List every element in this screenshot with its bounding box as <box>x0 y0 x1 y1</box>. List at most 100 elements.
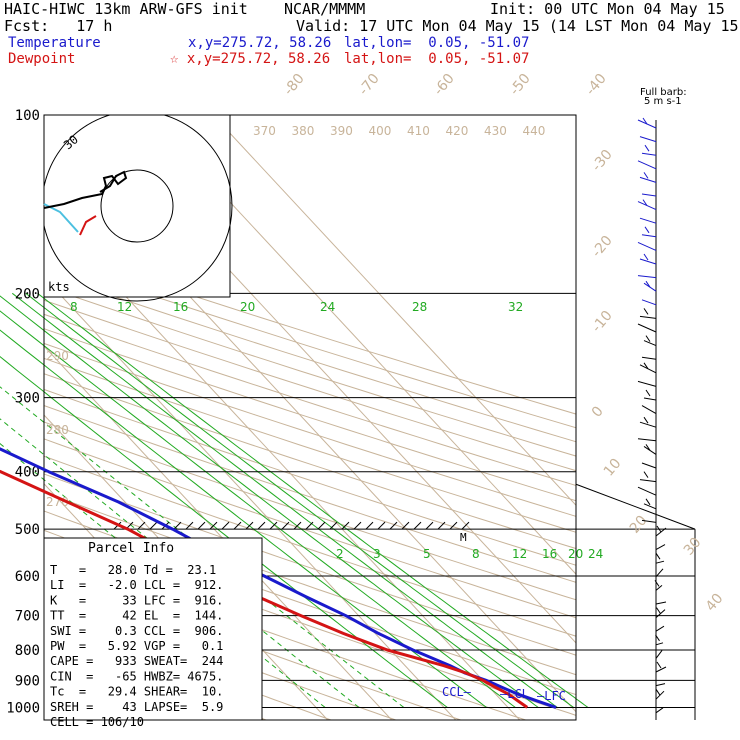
theta-label: 370 <box>253 124 276 138</box>
wind-barb <box>639 136 657 143</box>
mixing-ratio-label: 12 <box>512 547 527 561</box>
forecast-hour: Fcst: 17 h <box>4 17 113 35</box>
wind-barb <box>643 340 657 347</box>
parcel-row: CAPE = 933 SWEAT= 244 <box>50 654 223 668</box>
wind-barbs: Full barb:5 m s-1 <box>637 87 687 714</box>
hatch-mark <box>449 521 458 530</box>
wind-barb <box>641 356 657 360</box>
isotherm-line <box>0 115 8 720</box>
hodograph-units: kts <box>48 280 70 294</box>
wind-barb-flag <box>643 471 649 478</box>
mixing-ratio-label: 5 <box>423 547 431 561</box>
wind-barb <box>655 650 663 659</box>
dewpoint-xy: ☆ x,y=275.72, 58.26 <box>170 51 331 67</box>
theta-label: 420 <box>446 124 469 138</box>
wind-barb-flag <box>643 362 649 370</box>
mixing-ratio-label: 32 <box>508 300 523 314</box>
dry-adiabat-line <box>44 570 461 720</box>
hatch-mark <box>377 521 386 530</box>
wind-barb <box>641 299 657 306</box>
hatch-mark <box>137 521 146 530</box>
hodograph-box <box>43 114 231 298</box>
wind-barb-flag <box>644 226 650 234</box>
temperature-tick-label: 20 <box>627 513 651 537</box>
hatch-mark <box>341 521 350 530</box>
wind-barb <box>639 217 657 224</box>
wind-barb-flag <box>645 335 651 342</box>
wind-barb <box>655 683 666 687</box>
dry-adiabat-line <box>44 591 396 720</box>
pressure-label: 500 <box>15 522 40 538</box>
dry-adiabat-line <box>44 328 576 502</box>
temperature-tick-label: -30 <box>589 147 616 175</box>
hatch-mark <box>281 521 290 530</box>
hatch-mark <box>389 521 398 530</box>
wind-barb <box>641 152 657 156</box>
wind-barb <box>641 193 657 197</box>
wind-barb <box>641 405 657 415</box>
wind-barb <box>655 707 664 714</box>
hatch-mark <box>305 521 314 530</box>
isotherm-line <box>44 276 457 720</box>
melting-label: M <box>460 531 467 544</box>
wind-barb <box>641 519 657 523</box>
wind-barb <box>637 380 657 387</box>
wind-barb <box>637 160 657 170</box>
wind-barb <box>643 397 657 401</box>
wind-barb <box>637 438 657 442</box>
temperature-latlon: lat,lon= 0.05, -51.07 <box>344 35 530 51</box>
wind-barb <box>641 462 657 469</box>
hatch-mark <box>353 521 362 530</box>
theta-label: 400 <box>369 124 392 138</box>
wind-barb <box>637 241 657 251</box>
temperature-tick-label: 40 <box>703 591 727 615</box>
wind-barb-flag <box>654 580 660 587</box>
mixing-ratio-label: 16 <box>542 547 557 561</box>
wind-barb-flag <box>644 144 650 152</box>
wind-barb-flag <box>643 172 649 179</box>
hodograph-trace-upper <box>43 170 128 209</box>
pressure-label: 900 <box>15 673 40 689</box>
mixing-ratio-label: 28 <box>412 300 427 314</box>
wind-barb <box>641 234 657 238</box>
parcel-info-box: Parcel Info T = 28.0 Td = 23.1LI = -2.0 L… <box>43 537 263 729</box>
hatch-mark <box>461 521 470 530</box>
temperature-tick-label: 30 <box>681 535 705 559</box>
hatch-mark <box>173 521 182 530</box>
parcel-row: TT = 42 EL = 144. <box>50 609 223 623</box>
wind-barb-flag <box>655 552 661 560</box>
pressure-label: 100 <box>15 108 40 124</box>
temperature-tick-label: 0 <box>589 403 607 420</box>
wind-barb <box>655 642 664 646</box>
parcel-row: LI = -2.0 LCL = 912. <box>50 578 223 592</box>
hatch-mark <box>233 521 242 530</box>
wind-barb <box>639 315 657 319</box>
lfc-label: —LFC <box>537 689 566 703</box>
dry-adiabat-line <box>44 455 576 637</box>
wind-barb-flag <box>655 688 661 696</box>
mixing-ratio-label: 2 <box>336 547 344 561</box>
wind-barb <box>639 176 657 183</box>
parcel-row: SREH = 43 LAPSE= 5.9 <box>50 700 223 714</box>
mixing-ratio-label: 20 <box>240 300 255 314</box>
wind-barb-flag <box>656 525 662 533</box>
parcel-row: K = 33 LFC = 916. <box>50 593 223 607</box>
wind-barb <box>655 601 667 605</box>
wind-barb <box>655 625 665 632</box>
dry-adiabat-line <box>44 285 576 457</box>
wind-barb <box>655 560 665 564</box>
dewpoint-legend: Dewpoint <box>8 51 76 67</box>
dry-adiabat-line <box>44 299 576 472</box>
wind-barb-flag <box>645 444 651 451</box>
hatch-mark <box>269 521 278 530</box>
hodograph-ring <box>44 115 233 302</box>
temperature-tick-label: -80 <box>281 71 308 99</box>
dry-adiabat-line <box>44 259 576 429</box>
lcl-label: —LCL <box>500 687 529 701</box>
theta-label: 440 <box>523 124 546 138</box>
wind-barb-flag <box>643 253 649 261</box>
mixing-ratio-label: 8 <box>472 547 480 561</box>
wind-barb <box>639 258 657 265</box>
